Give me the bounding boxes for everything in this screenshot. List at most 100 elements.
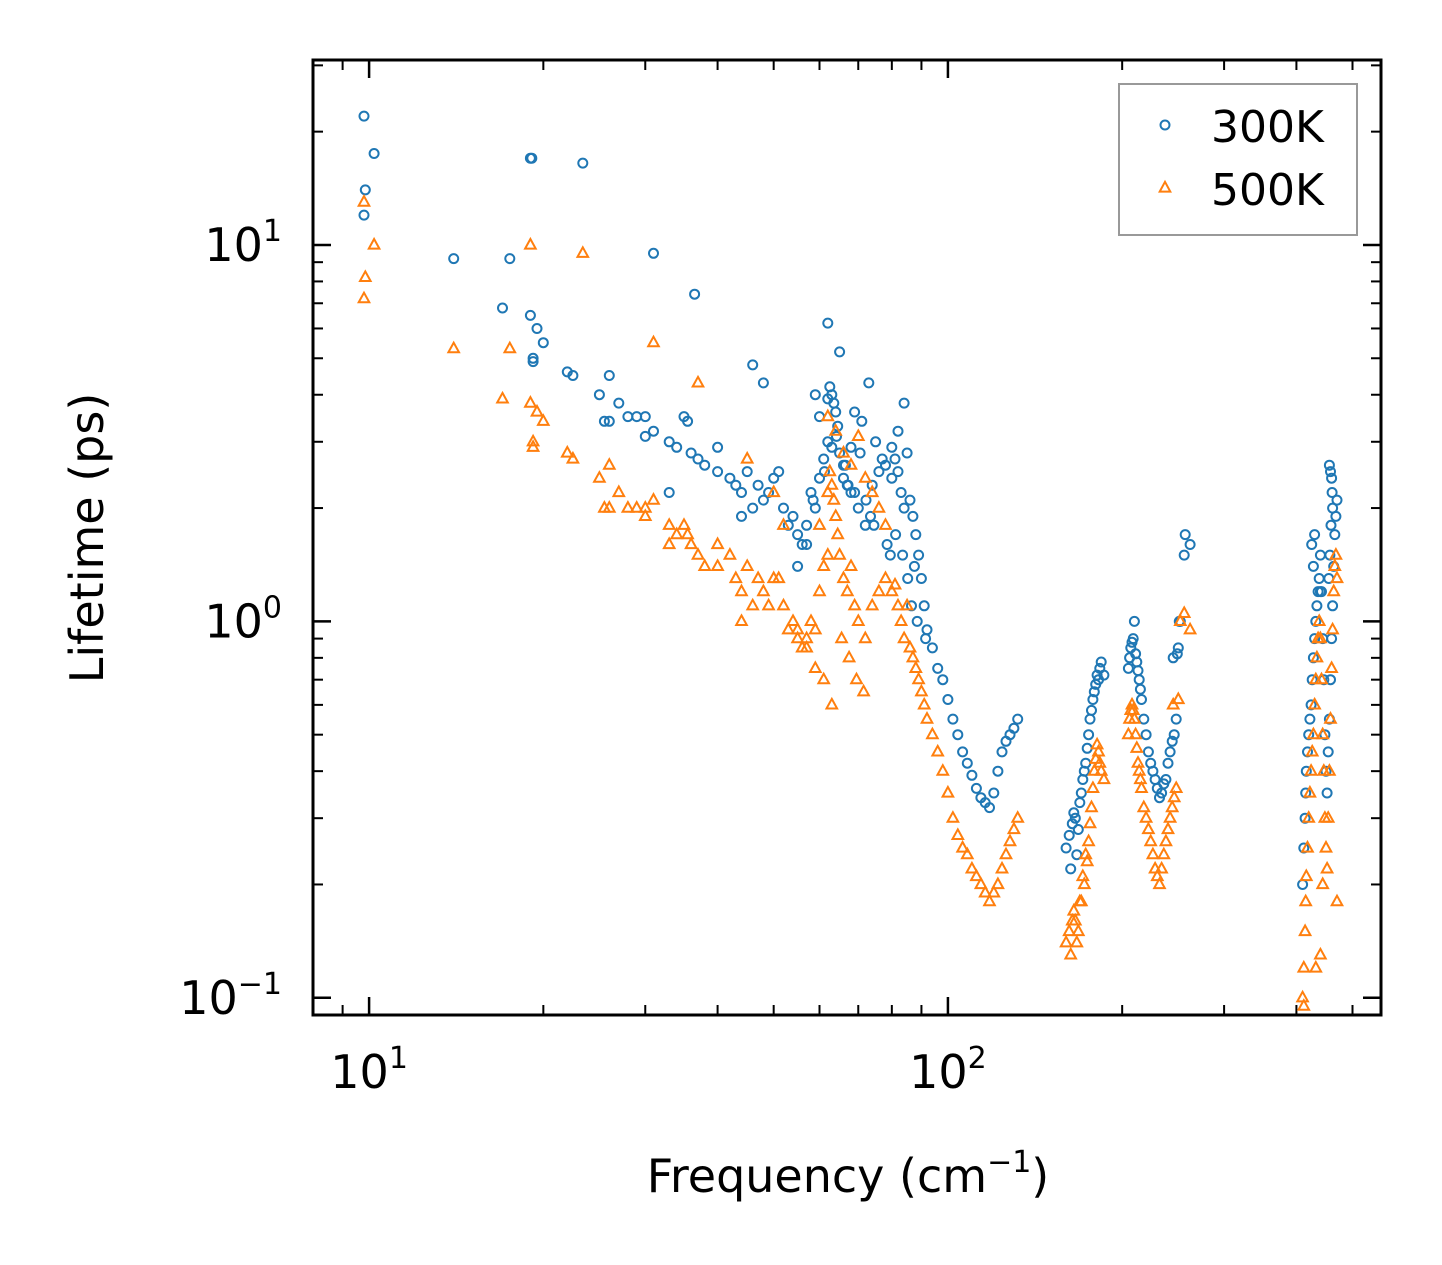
data-point-300K (1329, 529, 1341, 541)
data-point-300K (1083, 729, 1095, 741)
data-point-500K (930, 743, 945, 757)
data-point-500K (1315, 876, 1330, 890)
data-point-300K (736, 487, 747, 498)
data-point-500K (1150, 868, 1165, 882)
x-tick-label-base: 10 (909, 1045, 968, 1099)
data-point-300K (845, 441, 857, 453)
data-point-300K (856, 415, 868, 427)
data-point-300K (613, 397, 625, 409)
data-point-500K (844, 457, 858, 470)
minor-ticks (312, 60, 1381, 1016)
data-point-500K (1085, 780, 1100, 793)
data-point-500K (844, 558, 858, 571)
data-point-300K (1168, 729, 1180, 741)
data-point-300K (504, 253, 516, 265)
data-point-500K (646, 492, 661, 505)
data-point-500K (856, 683, 871, 697)
data-point-300K (577, 157, 589, 169)
data-point-300K (873, 466, 885, 478)
data-point-500K (1296, 959, 1311, 973)
data-point-300K (1069, 812, 1081, 824)
data-point-500K (575, 245, 590, 258)
data-point-300K (961, 757, 973, 769)
data-point-500K (940, 784, 955, 798)
data-point-500K (900, 597, 915, 611)
data-point-500K (1094, 763, 1109, 776)
data-point-300K (1166, 735, 1178, 747)
data-point-300K (1065, 863, 1077, 875)
data-point-500K (905, 649, 920, 663)
data-point-500K (1330, 570, 1344, 584)
data-point-500K (812, 583, 827, 597)
data-point-500K (1071, 923, 1086, 937)
data-point-500K (871, 583, 886, 597)
data-point-300K (911, 615, 923, 627)
data-point-300K (1128, 615, 1140, 627)
data-point-500K (1072, 893, 1087, 907)
data-point-300K (876, 453, 888, 465)
data-point-500K (973, 876, 988, 890)
data-point-500K (1322, 763, 1337, 776)
data-point-500K (999, 846, 1013, 860)
data-point-300K (897, 549, 909, 561)
y-tick-label: 10−1 (179, 967, 282, 1025)
data-point-300K (801, 539, 813, 550)
data-point-500K (1325, 621, 1340, 635)
legend-label-500K: 500K (1211, 165, 1325, 216)
data-point-500K (776, 597, 791, 611)
data-point-300K (1068, 807, 1080, 819)
data-point-500K (1327, 558, 1342, 571)
data-point-300K (1325, 466, 1336, 478)
data-point-500K (776, 517, 791, 530)
data-point-500K (1330, 893, 1344, 907)
data-point-300K (531, 323, 543, 334)
data-point-300K (497, 302, 508, 314)
data-point-500K (691, 374, 705, 388)
data-point-500K (1145, 846, 1160, 860)
data-point-500K (790, 630, 805, 644)
data-point-500K (826, 492, 841, 505)
data-point-500K (1300, 839, 1315, 853)
data-point-500K (722, 547, 737, 560)
data-point-300K (901, 447, 913, 459)
data-point-500K (536, 413, 551, 426)
data-point-500K (897, 630, 912, 644)
data-point-500K (1173, 613, 1188, 626)
data-point-500K (1305, 743, 1320, 757)
data-point-500K (969, 868, 984, 882)
data-point-300K (639, 430, 651, 442)
data-point-300K (902, 573, 914, 584)
data-point-500K (1158, 833, 1173, 847)
data-point-300K (567, 370, 579, 381)
data-point-300K (1074, 797, 1086, 809)
data-point-500K (1312, 613, 1327, 626)
data-point-500K (1307, 696, 1322, 710)
data-point-500K (950, 827, 965, 840)
data-point-500K (858, 630, 873, 644)
data-point-300K (792, 560, 804, 572)
data-point-500K (523, 395, 538, 408)
data-point-300K (747, 502, 759, 514)
data-point-500K (1152, 876, 1167, 890)
data-point-300K (881, 539, 893, 550)
data-point-500K (680, 526, 695, 540)
data-point-500K (851, 428, 866, 441)
data-point-300K (648, 247, 659, 259)
data-point-300K (826, 441, 838, 453)
data-point-300K (1008, 722, 1020, 734)
data-point-300K (778, 502, 789, 514)
data-point-300K (1162, 757, 1174, 769)
data-point-500K (1003, 833, 1017, 847)
data-point-300K (1122, 662, 1134, 674)
data-point-500K (1091, 743, 1106, 757)
data-point-500K (357, 290, 371, 304)
x-tick-label-exponent: 1 (389, 1041, 408, 1076)
data-point-500K (1156, 846, 1171, 860)
data-point-300K (904, 494, 916, 506)
data-point-300K (1098, 669, 1110, 681)
data-point-500K (1183, 621, 1198, 635)
data-point-500K (1309, 649, 1324, 663)
data-point-500K (502, 340, 517, 354)
y-tick-label-exponent: 0 (263, 590, 282, 625)
data-point-500K (925, 726, 940, 740)
